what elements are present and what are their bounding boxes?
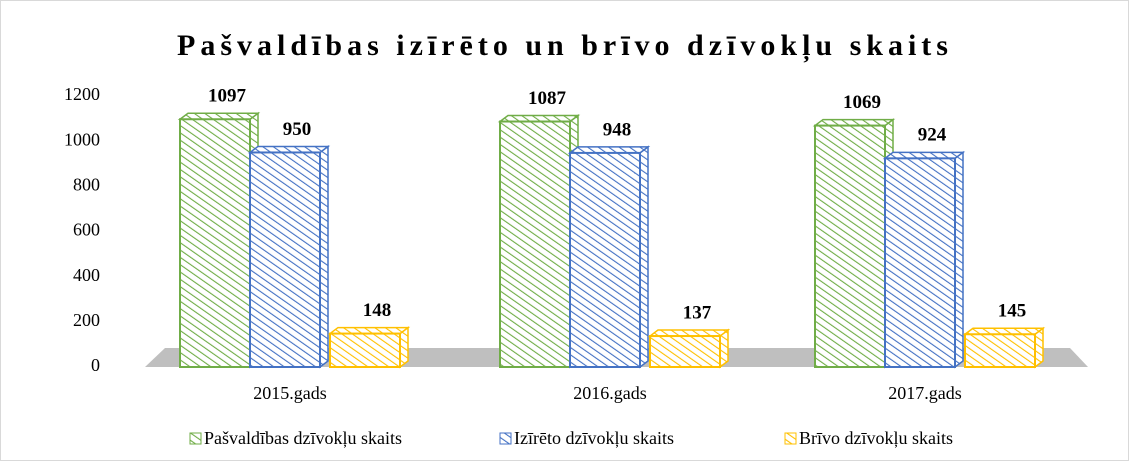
y-tick-label: 1200 (64, 84, 100, 104)
bar (247, 144, 331, 369)
y-tick-label: 600 (73, 220, 100, 240)
legend-label: Brīvo dzīvokļu skaits (799, 428, 953, 448)
legend-swatch (499, 432, 512, 445)
bar-front (179, 118, 251, 368)
bar (567, 145, 651, 369)
y-tick-label: 400 (73, 265, 100, 285)
x-tick-label: 2016.gads (573, 383, 647, 403)
bar (812, 118, 896, 369)
value-label: 924 (918, 125, 947, 146)
value-label: 1087 (528, 88, 567, 109)
value-label: 148 (363, 300, 392, 321)
bar-front (499, 120, 571, 368)
bar-front (249, 151, 321, 368)
legend-label: Pašvaldības dzīvokļu skaits (204, 428, 402, 448)
value-label: 137 (683, 302, 712, 323)
legend-label: Izīrēto dzīvokļu skaits (514, 428, 674, 448)
bar-front (329, 332, 401, 368)
bar (962, 326, 1046, 369)
bar-side (954, 150, 964, 369)
bar-front (649, 335, 721, 368)
bar-front (814, 124, 886, 368)
x-tick-label: 2015.gads (253, 383, 327, 403)
bar-front (569, 151, 641, 368)
y-tick-label: 1000 (64, 129, 100, 149)
bar (647, 328, 731, 369)
bar-side (639, 145, 649, 369)
value-label: 1097 (208, 86, 247, 107)
value-label: 1069 (843, 92, 881, 113)
value-label: 948 (603, 119, 632, 140)
bar (882, 150, 966, 369)
y-tick-label: 200 (73, 310, 100, 330)
bar-front (964, 333, 1036, 369)
legend-swatch (189, 432, 202, 445)
bar (177, 111, 261, 369)
bar-front (884, 157, 956, 368)
legend-swatch (784, 432, 797, 445)
value-label: 145 (998, 301, 1027, 322)
x-tick-label: 2017.gads (888, 383, 962, 403)
y-tick-label: 800 (73, 174, 100, 194)
bar (497, 114, 581, 369)
bar (327, 326, 411, 369)
chart-title: Pašvaldības izīrēto un brīvo dzīvokļu sk… (177, 29, 953, 63)
y-tick-label: 0 (91, 355, 100, 375)
bar-side (319, 144, 329, 369)
value-label: 950 (283, 119, 312, 140)
